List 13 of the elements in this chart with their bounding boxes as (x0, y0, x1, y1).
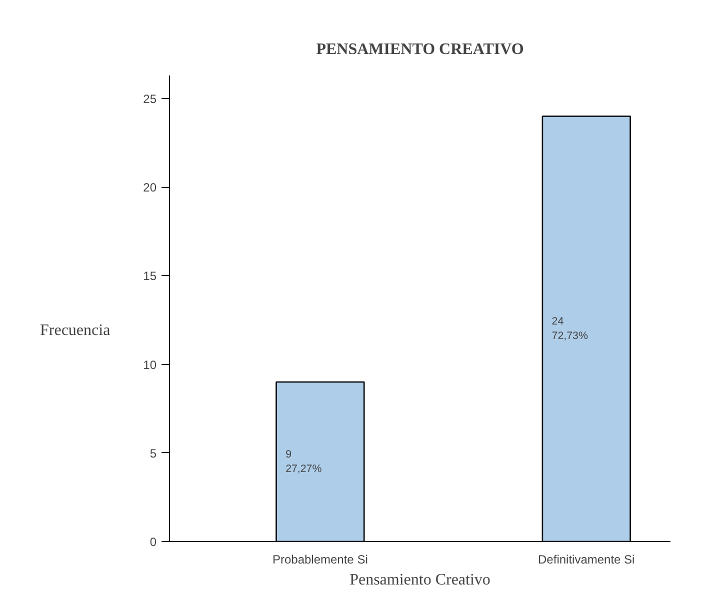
x-tick-label: Definitivamente Si (538, 552, 635, 566)
y-axis-title: Frecuencia (40, 321, 110, 341)
data-label: 9 27,27% (286, 448, 322, 475)
y-tick-label: 15 (143, 269, 157, 284)
y-tick-label: 5 (150, 446, 157, 460)
chart-title: PENSAMIENTO CREATIVO (316, 41, 524, 58)
x-axis-title: Pensamiento Creativo (350, 572, 490, 588)
data-label: 24 72,73% (552, 316, 588, 342)
y-tick-label: 10 (143, 358, 157, 372)
x-tick-label: Probablemente Si (272, 552, 368, 566)
y-tick-label: 25 (143, 92, 157, 106)
y-tick-label: 0 (150, 535, 157, 549)
y-tick-label: 20 (143, 180, 157, 195)
